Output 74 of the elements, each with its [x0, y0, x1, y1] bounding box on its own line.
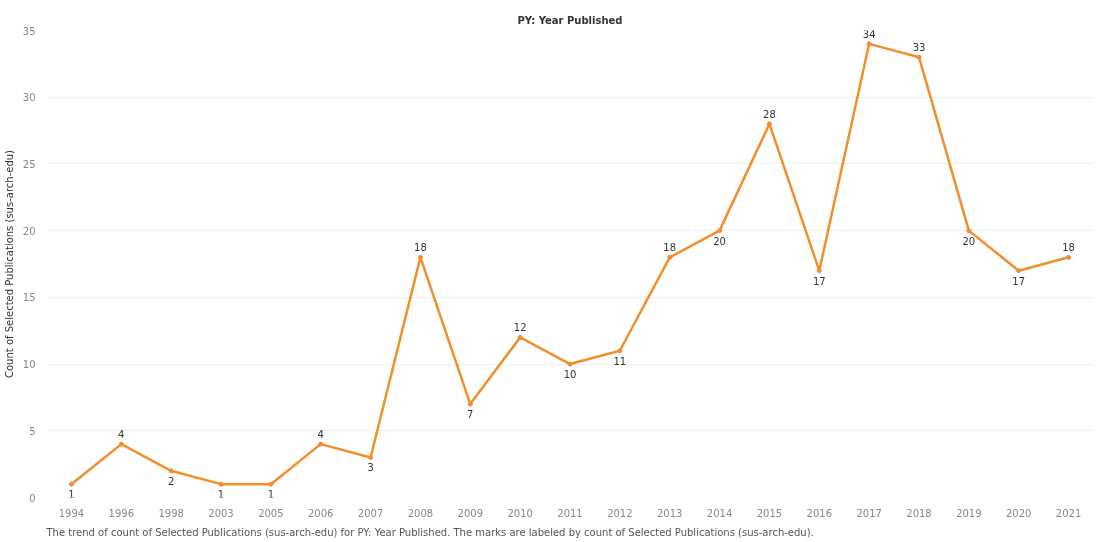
point [1066, 254, 1072, 260]
point [68, 481, 74, 487]
y-tick-label: 35 [22, 25, 36, 37]
x-tick-label: 1994 [58, 507, 85, 519]
data-label: 20 [962, 235, 976, 247]
point [667, 254, 673, 260]
x-tick-label: 2007 [357, 507, 384, 519]
data-label: 17 [812, 275, 826, 287]
data-label: 18 [663, 242, 677, 254]
data-label: 4 [118, 429, 125, 441]
text: The trend of count of Selected Publications (sus-arch-edu) for PY: Year Published. The marks are labeled by count of Selected Publications (sus-arch-edu). [45, 526, 814, 538]
data-label: 7 [467, 409, 474, 421]
point [766, 121, 772, 127]
y-tick-label: 25 [22, 158, 36, 170]
y-axis-title: Count of Selected Publications (sus-arch-edu) [3, 149, 15, 378]
x-tick-label: 2018 [906, 507, 932, 519]
x-tick-label: 2021 [1055, 507, 1082, 519]
x-tick-label: 2011 [557, 507, 583, 519]
x-tick-label: 2015 [756, 507, 783, 519]
data-label: 1 [68, 489, 75, 501]
data-label: 20 [713, 235, 726, 247]
point [617, 348, 623, 354]
y-tick-label: 15 [22, 292, 36, 304]
point [268, 481, 274, 487]
chart-title: PY: Year Published [517, 14, 623, 26]
y-tick-label: 10 [22, 359, 36, 371]
x-tick-label: 1996 [108, 507, 135, 519]
x-tick-label: 2006 [307, 507, 334, 519]
y-tick-label: 0 [29, 492, 36, 504]
x-tick-label: 2010 [507, 507, 533, 519]
x-tick-label: 2014 [706, 507, 733, 519]
point [467, 401, 473, 407]
point [517, 334, 523, 340]
data-label: 18 [414, 242, 427, 254]
data-label: 12 [513, 322, 527, 334]
point [567, 361, 573, 367]
point [118, 441, 124, 447]
point [1016, 268, 1022, 274]
x-tick-label: 2019 [956, 507, 982, 519]
x-tick-label: 2008 [407, 507, 434, 519]
y-tick-label: 20 [22, 225, 36, 237]
point [218, 481, 224, 487]
x-tick-label: 2009 [457, 507, 484, 519]
x-tick-label: 2016 [806, 507, 833, 519]
data-label: 1 [217, 489, 225, 501]
data-label: 28 [763, 108, 776, 120]
data-label: 11 [613, 355, 627, 367]
point [866, 41, 872, 47]
point [816, 268, 822, 274]
data-label: 17 [1012, 275, 1026, 287]
point [168, 468, 174, 474]
data-label: 18 [1062, 242, 1075, 254]
y-tick-label: 30 [22, 92, 36, 104]
x-tick-label: 2003 [208, 507, 234, 519]
x-tick-label: 2017 [856, 507, 882, 519]
x-tick-label: 2012 [607, 507, 633, 519]
data-label: 2 [167, 475, 175, 487]
x-tick-label: 2020 [1005, 507, 1032, 519]
point [318, 441, 324, 447]
data-label: 3 [367, 462, 374, 474]
y-tick-label: 5 [29, 425, 36, 437]
data-label: 10 [563, 369, 577, 381]
x-tick-label: 2013 [656, 507, 683, 519]
data-label: 1 [267, 489, 275, 501]
data-label: 4 [317, 429, 324, 441]
point [966, 228, 972, 234]
point [417, 254, 423, 260]
point [368, 454, 374, 460]
point [916, 54, 922, 60]
data-label: 33 [912, 42, 926, 54]
data-label: 34 [862, 28, 876, 40]
point [717, 228, 723, 234]
x-tick-label: 1998 [158, 507, 184, 519]
x-tick-label: 2005 [258, 507, 284, 519]
